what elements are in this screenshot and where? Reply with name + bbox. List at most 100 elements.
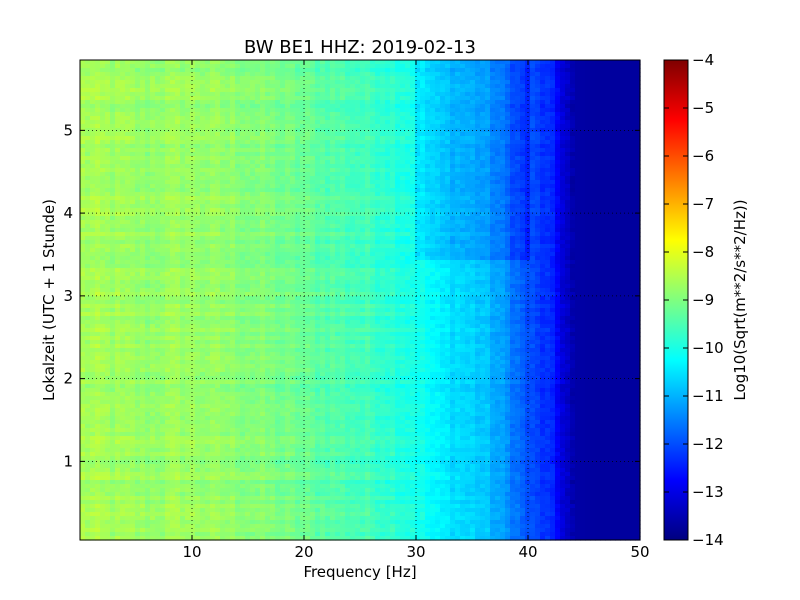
heatmap-cell — [315, 156, 321, 161]
heatmap-cell — [130, 104, 136, 109]
heatmap-cell — [290, 100, 296, 105]
heatmap-cell — [515, 204, 521, 209]
heatmap-cell — [495, 124, 501, 129]
heatmap-cell — [220, 216, 226, 221]
heatmap-cell — [490, 104, 496, 109]
heatmap-cell — [375, 168, 381, 173]
heatmap-cell — [95, 236, 101, 241]
heatmap-cell — [210, 212, 216, 217]
heatmap-cell — [475, 144, 481, 149]
heatmap-cell — [370, 216, 376, 221]
heatmap-cell — [465, 124, 471, 129]
heatmap-cell — [225, 116, 231, 121]
heatmap-cell — [100, 164, 106, 169]
heatmap-cell — [125, 60, 131, 65]
heatmap-cell — [360, 88, 366, 93]
heatmap-cell — [260, 220, 266, 225]
heatmap-cell — [390, 228, 396, 233]
heatmap-cell — [300, 176, 306, 181]
heatmap-cell — [565, 192, 571, 197]
heatmap-cell — [465, 140, 471, 145]
heatmap-cell — [120, 156, 126, 161]
heatmap-cell — [225, 60, 231, 65]
heatmap-cell — [340, 104, 346, 109]
heatmap-cell — [630, 72, 636, 77]
heatmap-cell — [425, 212, 431, 217]
heatmap-cell — [300, 132, 306, 137]
heatmap-cell — [340, 180, 346, 185]
heatmap-cell — [590, 68, 596, 73]
heatmap-cell — [295, 184, 301, 189]
heatmap-cell — [150, 100, 156, 105]
heatmap-cell — [455, 112, 461, 117]
heatmap-cell — [240, 108, 246, 113]
heatmap-cell — [585, 76, 591, 81]
heatmap-cell — [175, 176, 181, 181]
heatmap-cell — [130, 72, 136, 77]
heatmap-cell — [620, 112, 626, 117]
heatmap-cell — [350, 152, 356, 157]
heatmap-cell — [475, 116, 481, 121]
heatmap-cell — [325, 180, 331, 185]
heatmap-cell — [180, 156, 186, 161]
heatmap-cell — [295, 192, 301, 197]
heatmap-cell — [390, 180, 396, 185]
heatmap-cell — [565, 184, 571, 189]
heatmap-cell — [630, 88, 636, 93]
heatmap-cell — [370, 92, 376, 97]
heatmap-cell — [170, 72, 176, 77]
heatmap-cell — [620, 172, 626, 177]
heatmap-cell — [280, 100, 286, 105]
heatmap-cell — [185, 76, 191, 81]
heatmap-cell — [370, 80, 376, 85]
heatmap-cell — [385, 156, 391, 161]
heatmap-cell — [380, 156, 386, 161]
heatmap-cell — [305, 220, 311, 225]
heatmap-cell — [295, 208, 301, 213]
heatmap-cell — [550, 152, 556, 157]
heatmap-cell — [405, 216, 411, 221]
heatmap-cell — [525, 184, 531, 189]
heatmap-cell — [425, 64, 431, 69]
heatmap-cell — [95, 148, 101, 153]
heatmap-cell — [185, 236, 191, 241]
heatmap-cell — [630, 124, 636, 129]
heatmap-cell — [620, 192, 626, 197]
heatmap-cell — [570, 136, 576, 141]
heatmap-cell — [410, 192, 416, 197]
heatmap-cell — [200, 112, 206, 117]
heatmap-cell — [410, 156, 416, 161]
heatmap-cell — [330, 124, 336, 129]
heatmap-cell — [180, 196, 186, 201]
heatmap-cell — [330, 132, 336, 137]
heatmap-cell — [190, 96, 196, 101]
heatmap-cell — [545, 232, 551, 237]
heatmap-cell — [215, 184, 221, 189]
heatmap-cell — [575, 88, 581, 93]
heatmap-cell — [230, 232, 236, 237]
heatmap-cell — [340, 196, 346, 201]
heatmap-cell — [485, 164, 491, 169]
heatmap-cell — [515, 72, 521, 77]
heatmap-cell — [535, 148, 541, 153]
heatmap-cell — [315, 180, 321, 185]
heatmap-cell — [215, 156, 221, 161]
heatmap-cell — [590, 60, 596, 65]
heatmap-cell — [240, 224, 246, 229]
heatmap-cell — [275, 160, 281, 165]
heatmap-cell — [190, 112, 196, 117]
heatmap-cell — [315, 236, 321, 241]
heatmap-cell — [160, 236, 166, 241]
heatmap-cell — [130, 200, 136, 205]
heatmap-cell — [275, 196, 281, 201]
heatmap-cell — [195, 224, 201, 229]
heatmap-cell — [450, 196, 456, 201]
heatmap-cell — [430, 108, 436, 113]
heatmap-cell — [375, 72, 381, 77]
heatmap-cell — [85, 76, 91, 81]
heatmap-cell — [290, 144, 296, 149]
heatmap-cell — [370, 60, 376, 65]
heatmap-cell — [230, 92, 236, 97]
heatmap-cell — [350, 168, 356, 173]
heatmap-cell — [185, 212, 191, 217]
